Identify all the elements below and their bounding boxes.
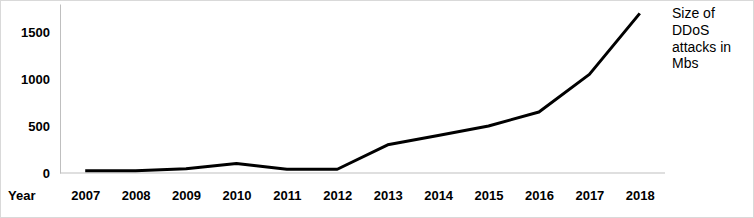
y-tick: 500 (28, 119, 60, 134)
x-axis: 2007 2008 2009 2010 2011 2012 2013 2014 2015 2016… (60, 173, 665, 203)
x-tick: 2011 (273, 173, 301, 203)
y-tick-label: 1500 (21, 25, 50, 40)
y-tick: 1500 (21, 25, 60, 40)
x-tick-label: 2008 (122, 188, 151, 203)
x-tick-label: 2009 (172, 188, 201, 203)
x-tick: 2007 (71, 173, 100, 203)
data-line (85, 13, 640, 170)
x-tick: 2015 (475, 173, 504, 203)
chart: 0 500 1000 1500 2007 2008 2009 2010 2011 2012 2013… (0, 0, 754, 218)
plot-area (85, 13, 640, 170)
x-tick: 2018 (626, 173, 655, 203)
x-tick: 2008 (122, 173, 151, 203)
x-tick: 2017 (575, 173, 604, 203)
x-tick-label: 2010 (222, 188, 251, 203)
y-axis-line (60, 5, 61, 174)
y-tick: 0 (43, 166, 60, 181)
x-tick-label: 2011 (273, 188, 301, 203)
y-tick-label: 500 (28, 119, 50, 134)
x-tick-label: 2017 (575, 188, 604, 203)
y-axis: 0 500 1000 1500 (21, 5, 60, 181)
x-tick-label: 2012 (323, 188, 352, 203)
x-tick-label: 2018 (626, 188, 655, 203)
x-axis-title: Year (8, 188, 35, 203)
x-tick: 2013 (374, 173, 403, 203)
x-tick: 2009 (172, 173, 201, 203)
x-tick: 2012 (323, 173, 352, 203)
chart-border (1, 1, 754, 218)
x-tick-label: 2014 (424, 188, 454, 203)
x-tick-label: 2013 (374, 188, 403, 203)
y-tick-label: 0 (43, 166, 50, 181)
y-tick-label: 1000 (21, 72, 50, 87)
x-tick: 2016 (525, 173, 554, 203)
x-tick: 2010 (222, 173, 251, 203)
y-tick: 1000 (21, 72, 60, 87)
x-tick-label: 2016 (525, 188, 554, 203)
x-tick: 2014 (424, 173, 454, 203)
x-axis-line (60, 173, 665, 174)
x-tick-label: 2015 (475, 188, 504, 203)
y-axis-title: Size ofDDoSattacks inMbs (672, 5, 731, 71)
x-tick-label: 2007 (71, 188, 100, 203)
